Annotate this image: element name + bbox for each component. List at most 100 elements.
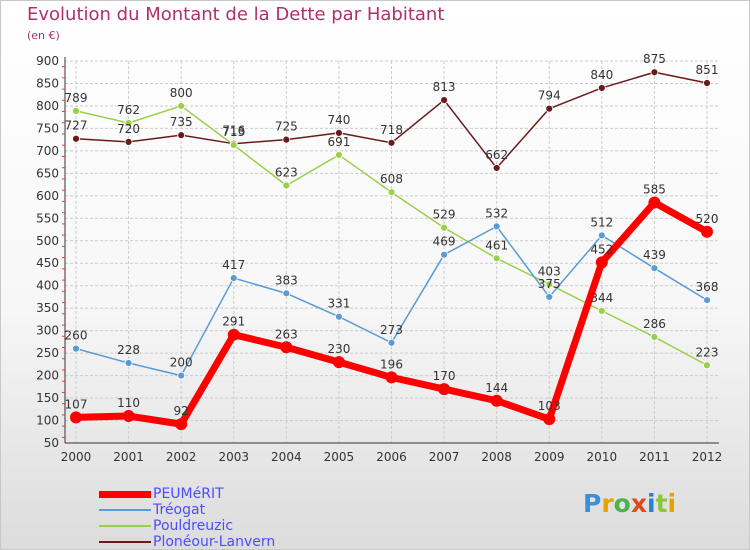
data-point-peum-rit: [438, 383, 451, 396]
legend-swatch: [99, 525, 151, 527]
data-point-peum-rit: [490, 394, 503, 407]
data-point-pouldreuzic: [124, 119, 133, 127]
data-label-pouldreuzic: 762: [117, 103, 140, 117]
data-point-plon-our-lanvern: [177, 131, 186, 140]
chart-subtitle: (en €): [27, 29, 60, 42]
data-point-plon-our-lanvern: [650, 68, 659, 77]
data-point-pouldreuzic: [650, 333, 659, 341]
proxiti-logo: Proxiti: [583, 489, 677, 518]
y-tick-label: 600: [36, 189, 59, 203]
x-tick-label: 2010: [587, 450, 618, 464]
x-tick-label: 2002: [166, 450, 197, 464]
data-point-pouldreuzic: [72, 106, 80, 115]
data-label-tr-ogat: 368: [696, 280, 719, 294]
y-tick-label: 300: [36, 324, 59, 338]
x-tick-label: 2011: [639, 450, 670, 464]
legend-swatch: [99, 541, 151, 543]
data-label-plon-our-lanvern: 716: [222, 124, 245, 138]
data-point-plon-our-lanvern: [124, 137, 133, 146]
x-tick-label: 2000: [61, 450, 92, 464]
legend-item: PEUMéRIT: [99, 486, 275, 502]
data-point-tr-ogat: [282, 289, 291, 298]
y-tick-label: 250: [36, 346, 59, 360]
data-label-pouldreuzic: 713: [222, 125, 245, 139]
data-point-pouldreuzic: [387, 188, 396, 197]
data-label-pouldreuzic: 223: [696, 345, 719, 359]
data-label-peum-rit: 585: [643, 183, 666, 197]
data-label-tr-ogat: 383: [275, 273, 298, 287]
data-point-tr-ogat: [72, 344, 80, 353]
data-label-plon-our-lanvern: 725: [275, 120, 298, 134]
data-label-pouldreuzic: 344: [590, 291, 613, 305]
y-tick-label: 400: [36, 279, 59, 293]
x-tick-label: 2012: [692, 450, 723, 464]
data-point-peum-rit: [648, 196, 661, 209]
data-point-plon-our-lanvern: [387, 138, 396, 147]
data-point-peum-rit: [70, 411, 82, 424]
data-label-plon-our-lanvern: 813: [433, 80, 456, 94]
chart-legend: PEUMéRIT Tréogat Pouldreuzic Plonéour-Lanve…: [99, 486, 275, 549]
legend-label: Tréogat: [153, 502, 206, 518]
data-label-peum-rit: 263: [275, 327, 298, 341]
x-tick-label: 2004: [271, 450, 302, 464]
legend-label: PEUMéRIT: [153, 486, 224, 502]
data-point-peum-rit: [595, 256, 608, 269]
data-point-plon-our-lanvern: [72, 134, 80, 143]
data-label-pouldreuzic: 623: [275, 165, 298, 179]
data-point-pouldreuzic: [282, 181, 291, 190]
x-tick-label: 2006: [376, 450, 407, 464]
legend-item: Pouldreuzic: [99, 518, 275, 534]
data-label-peum-rit: 230: [327, 342, 350, 356]
y-tick-label: 200: [36, 369, 59, 383]
y-tick-label: 800: [36, 99, 59, 113]
data-label-pouldreuzic: 789: [65, 91, 88, 105]
legend-item: Tréogat: [99, 502, 275, 518]
data-point-peum-rit: [175, 418, 188, 431]
data-label-peum-rit: 103: [538, 399, 561, 413]
y-tick-label: 650: [36, 166, 59, 180]
data-point-tr-ogat: [650, 264, 659, 273]
data-label-pouldreuzic: 529: [433, 208, 456, 222]
data-point-plon-our-lanvern: [440, 96, 448, 104]
legend-swatch: [99, 490, 151, 498]
data-label-pouldreuzic: 608: [380, 172, 403, 186]
data-label-peum-rit: 92: [174, 404, 189, 418]
data-label-tr-ogat: 439: [643, 248, 666, 262]
data-label-peum-rit: 170: [433, 369, 456, 383]
data-label-peum-rit: 452: [590, 242, 613, 256]
data-point-plon-our-lanvern: [597, 84, 606, 92]
data-label-plon-our-lanvern: 735: [170, 115, 193, 129]
data-label-plon-our-lanvern: 720: [117, 122, 140, 136]
y-tick-label: 500: [36, 234, 59, 248]
data-label-tr-ogat: 532: [485, 206, 508, 220]
data-point-tr-ogat: [229, 274, 238, 282]
data-point-peum-rit: [227, 328, 240, 341]
data-label-tr-ogat: 512: [590, 215, 613, 229]
data-point-tr-ogat: [177, 371, 186, 380]
data-label-pouldreuzic: 286: [643, 317, 666, 331]
data-label-plon-our-lanvern: 875: [643, 52, 666, 66]
data-point-pouldreuzic: [335, 151, 343, 159]
data-label-peum-rit: 144: [485, 381, 508, 395]
data-point-pouldreuzic: [440, 223, 448, 232]
data-label-pouldreuzic: 800: [170, 86, 193, 100]
data-point-tr-ogat: [440, 250, 448, 259]
y-tick-label: 100: [36, 414, 59, 428]
data-label-tr-ogat: 375: [538, 277, 561, 291]
data-point-pouldreuzic: [545, 280, 554, 289]
data-point-tr-ogat: [124, 359, 133, 367]
y-tick-label: 550: [36, 211, 59, 225]
data-label-plon-our-lanvern: 727: [65, 119, 88, 133]
chart-title: Evolution du Montant de la Dette par Hab…: [27, 4, 445, 25]
y-tick-label: 750: [36, 121, 59, 135]
data-point-tr-ogat: [492, 222, 501, 231]
data-point-peum-rit: [701, 225, 713, 238]
x-tick-label: 2007: [429, 450, 460, 464]
data-point-pouldreuzic: [597, 306, 606, 315]
data-point-peum-rit: [385, 371, 398, 384]
data-point-peum-rit: [122, 410, 135, 423]
legend-swatch: [99, 509, 151, 511]
data-point-pouldreuzic: [703, 361, 711, 370]
x-tick-label: 2005: [324, 450, 355, 464]
